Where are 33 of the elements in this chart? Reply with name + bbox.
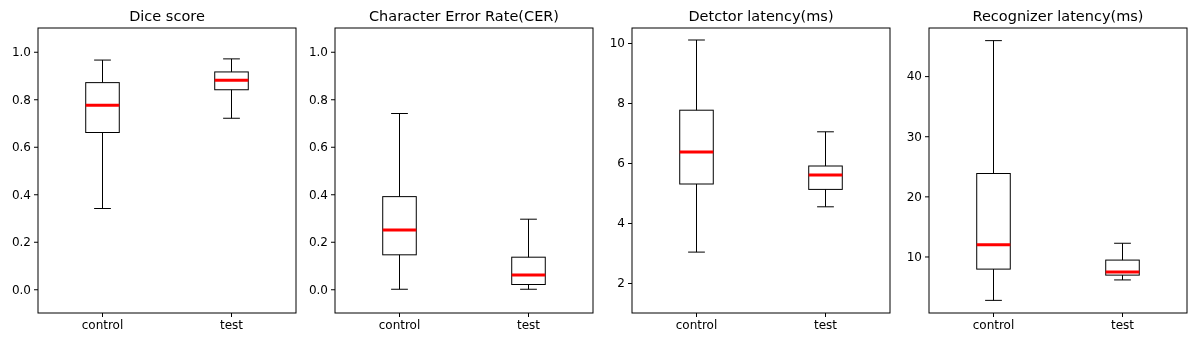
y-tick-label: 2 <box>617 276 625 291</box>
y-tick-label: 0.4 <box>11 187 31 202</box>
x-tick-label: test <box>813 317 838 332</box>
y-tick-label: 20 <box>906 189 922 204</box>
y-tick-label: 1.0 <box>308 45 328 60</box>
x-tick-label: control <box>378 317 421 332</box>
y-tick-label: 0.2 <box>11 235 31 250</box>
y-tick-label: 6 <box>617 156 625 171</box>
x-tick-label: control <box>675 317 718 332</box>
y-tick-label: 8 <box>617 96 625 111</box>
y-tick-label: 0.8 <box>11 92 31 107</box>
y-tick-label: 0.4 <box>308 187 328 202</box>
y-tick-label: 0.6 <box>308 140 328 155</box>
x-tick-label: test <box>1110 317 1135 332</box>
chart-title: Recognizer latency(ms) <box>972 8 1144 24</box>
chart-title: Character Error Rate(CER) <box>368 8 560 24</box>
y-tick-label: 40 <box>906 69 922 84</box>
y-tick-label: 4 <box>617 216 625 231</box>
y-tick-label: 30 <box>906 129 922 144</box>
x-tick-label: test <box>516 317 541 332</box>
chart-title: Detctor latency(ms) <box>688 8 834 24</box>
y-tick-label: 10 <box>906 249 922 264</box>
y-tick-label: 0.0 <box>11 282 31 297</box>
y-tick-label: 0.8 <box>308 92 328 107</box>
y-tick-label: 1.0 <box>11 45 31 60</box>
x-tick-label: control <box>972 317 1015 332</box>
y-tick-label: 0.0 <box>308 282 328 297</box>
x-tick-label: control <box>81 317 124 332</box>
chart-title: Dice score <box>129 8 205 24</box>
y-tick-label: 10 <box>609 36 625 51</box>
y-tick-label: 0.2 <box>308 235 328 250</box>
x-tick-label: test <box>219 317 244 332</box>
y-tick-label: 0.6 <box>11 140 31 155</box>
